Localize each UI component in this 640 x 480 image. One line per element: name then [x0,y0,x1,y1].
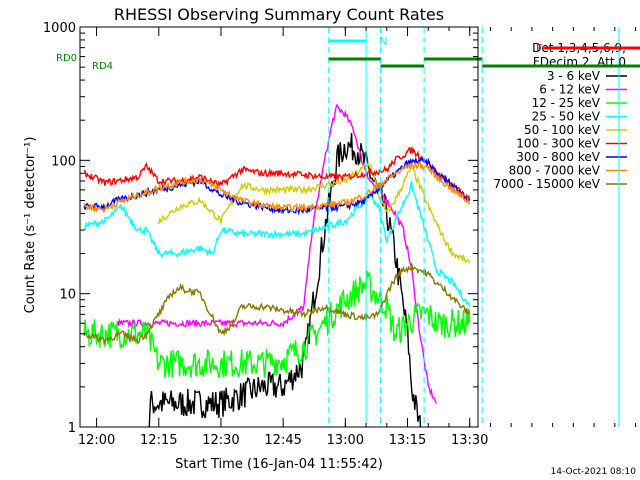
y-axis-label: Count Rate (s⁻¹ detector⁻¹) [23,137,38,314]
legend-label: 6 - 12 keV [539,83,601,97]
legend-label: 12 - 25 keV [532,96,601,110]
legend-label: 3 - 6 keV [547,69,601,83]
legend-label: 100 - 300 keV [516,137,600,151]
series-line-5 [158,161,471,264]
series-line-4 [83,179,471,307]
footer-date: 14-Oct-2021 08:10 [551,467,637,477]
state-label-rd4: RD4 [92,61,113,72]
chart-title: RHESSI Observing Summary Count Rates [114,5,444,24]
x-tick-label: 12:30 [202,433,239,448]
x-tick-label: 13:00 [327,433,364,448]
state-label-rd0: RD0 [56,53,77,64]
series-line-2 [116,103,438,404]
series-line-8 [83,161,471,214]
series-line-9 [83,263,471,346]
legend-label: 300 - 800 keV [516,150,600,164]
x-tick-label: 12:00 [78,433,115,448]
y-tick-label: 1000 [43,21,76,36]
legend-label: 800 - 7000 keV [509,164,601,178]
state-label-n: N [379,35,387,48]
x-tick-label: 12:15 [140,433,177,448]
series-line-1 [148,132,422,427]
legend-label: 7000 - 15000 keV [493,177,600,191]
plot-area: N F RD0 RD4 1 10 100 1000 12:00 12:15 12:30 12:45 13… [43,21,640,448]
y-tick-label: 10 [59,288,76,303]
legend: Det 1,3,4,5,6,9,FDecim 2, Att 03 - 6 keV… [493,41,627,191]
y-tick-label: 1 [68,421,76,436]
series-line-7 [83,156,470,216]
x-tick-label: 13:15 [389,433,426,448]
x-tick-label: 13:30 [451,433,488,448]
state-label-f: F [536,42,542,55]
plot-frame [79,26,479,428]
y-tick-label: 100 [51,154,76,169]
legend-label: 50 - 100 keV [524,123,601,137]
x-tick-label: 12:45 [264,433,301,448]
series-line-6 [83,146,471,201]
legend-label: 25 - 50 keV [532,110,601,124]
x-axis-label: Start Time (16-Jan-04 11:55:42) [175,457,383,472]
